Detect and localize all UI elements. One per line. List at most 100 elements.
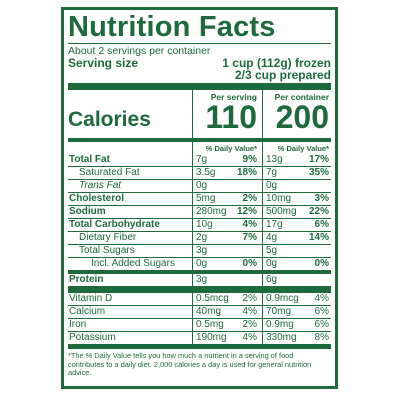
nutrient-name: Trans Fat: [79, 180, 122, 191]
footnote-divider: [68, 345, 331, 349]
nutrient-row: Trans Fat 0g 0g: [68, 180, 331, 192]
dv-per-serving: 2%: [242, 293, 257, 304]
nutrient-row: Incl. Added Sugars 0g 0% 0g 0%: [68, 258, 331, 270]
amount-per-serving: 0g: [196, 258, 208, 269]
nutrient-name: Calcium: [69, 306, 106, 317]
dv-per-serving: 7%: [242, 232, 257, 243]
amount-per-container: 500mg: [266, 206, 297, 217]
nutrient-row: Protein 3g 6g: [68, 274, 331, 286]
vitamin-row: Calcium 40mg 4% 70mg 6%: [68, 306, 331, 318]
amount-per-serving: 3g: [196, 245, 208, 256]
amount-per-container: 0.9mg: [266, 319, 294, 330]
dv-header-container: % Daily Value*: [277, 144, 329, 153]
dv-per-container: 4%: [314, 293, 329, 304]
dv-per-serving: 12%: [236, 206, 257, 217]
dv-per-container: 22%: [308, 206, 329, 217]
servings-per-container: About 2 servings per container: [68, 45, 211, 57]
nutrient-table: Total Fat 7g 9% 13g 17% Saturated Fat 3.5g 18% 7…: [68, 154, 331, 286]
amount-per-serving: 0.5mg: [196, 319, 224, 330]
dv-per-container: 14%: [308, 232, 329, 243]
nutrient-name: Cholesterol: [69, 193, 125, 204]
dv-per-container: 17%: [308, 154, 329, 165]
protein-divider: [68, 270, 331, 274]
amount-per-container: 0.9mcg: [266, 293, 299, 304]
amount-per-container: 4g: [266, 232, 278, 243]
nutrient-name: Saturated Fat: [79, 167, 140, 178]
vitamin-row: Iron 0.5mg 2% 0.9mg 6%: [68, 319, 331, 331]
vitamin-table: Vitamin D 0.5mcg 2% 0.9mcg 4% Calcium 40mg 4% 70…: [68, 293, 331, 345]
dv-per-serving: 18%: [236, 167, 257, 178]
nutrient-name: Dietary Fiber: [79, 232, 137, 243]
nutrient-name: Incl. Added Sugars: [91, 258, 175, 269]
amount-per-container: 7g: [266, 167, 278, 178]
dv-per-container: 35%: [308, 167, 329, 178]
vitamin-row: Vitamin D 0.5mcg 2% 0.9mcg 4%: [68, 293, 331, 305]
dv-per-serving: 0%: [242, 258, 257, 269]
per-container-header: Per container: [274, 92, 329, 102]
nutrient-row: Cholesterol 5mg 2% 10mg 3%: [68, 193, 331, 205]
serving-size-label: Serving size: [68, 56, 139, 70]
amount-per-serving: 3.5g: [196, 167, 216, 178]
dv-per-container: 8%: [314, 332, 329, 343]
amount-per-serving: 190mg: [196, 332, 227, 343]
panel-title: Nutrition Facts: [68, 11, 276, 43]
amount-per-container: 10mg: [266, 193, 292, 204]
amount-per-container: 6g: [266, 274, 278, 285]
dv-per-container: 6%: [314, 219, 329, 230]
amount-per-serving: 3g: [196, 274, 208, 285]
amount-per-serving: 0.5mcg: [196, 293, 229, 304]
amount-per-serving: 2g: [196, 232, 208, 243]
nutrient-name: Sodium: [69, 206, 106, 217]
amount-per-container: 330mg: [266, 332, 297, 343]
nutrient-name: Vitamin D: [69, 293, 113, 304]
serving-size-row: Serving size 1 cup (112g) frozen 2/3 cup…: [68, 57, 331, 81]
nutrient-name: Total Fat: [69, 154, 110, 165]
vitamin-row: Potassium 190mg 4% 330mg 8%: [68, 332, 331, 344]
nutrition-facts-panel: Nutrition Facts About 2 servings per con…: [61, 7, 338, 389]
nutrient-name: Iron: [69, 319, 87, 330]
nutrient-row: Dietary Fiber 2g 7% 4g 14%: [68, 232, 331, 244]
amount-per-serving: 40mg: [196, 306, 222, 317]
dv-per-container: 0%: [314, 258, 329, 269]
nutrient-name: Total Carbohydrate: [69, 219, 160, 230]
dv-per-serving: 4%: [242, 306, 257, 317]
nutrient-row: Total Carbohydrate 10g 4% 17g 6%: [68, 219, 331, 231]
amount-per-serving: 7g: [196, 154, 208, 165]
dv-header-serving: % Daily Value*: [205, 144, 257, 153]
nutrient-row: Total Fat 7g 9% 13g 17%: [68, 154, 331, 166]
calories-label: Calories: [68, 108, 151, 131]
thick-divider: [68, 83, 331, 90]
amount-per-serving: 280mg: [196, 206, 227, 217]
amount-per-serving: 10g: [196, 219, 213, 230]
dv-per-serving: 9%: [242, 154, 257, 165]
dv-per-serving: 2%: [242, 319, 257, 330]
amount-per-serving: 5mg: [196, 193, 216, 204]
medium-divider: [68, 138, 331, 142]
nutrient-row: Saturated Fat 3.5g 18% 7g 35%: [68, 167, 331, 179]
dv-per-serving: 4%: [242, 219, 257, 230]
dv-per-serving: 2%: [242, 193, 257, 204]
amount-per-serving: 0g: [196, 180, 208, 191]
amount-per-container: 17g: [266, 219, 283, 230]
footnote: *The % Daily Value tells you how much a …: [68, 351, 312, 378]
calories-section: Calories Per serving Per container 110 2…: [68, 90, 331, 138]
nutrient-row: Total Sugars 3g 5g: [68, 245, 331, 257]
amount-per-container: 0g: [266, 258, 278, 269]
per-serving-header: Per serving: [210, 92, 257, 102]
dv-per-container: 6%: [314, 319, 329, 330]
serving-size-line1: 1 cup (112g) frozen: [222, 56, 331, 70]
dv-per-serving: 4%: [242, 332, 257, 343]
amount-per-container: 13g: [266, 154, 283, 165]
amount-per-container: 0g: [266, 180, 278, 191]
dv-per-container: 3%: [314, 193, 329, 204]
nutrient-name: Total Sugars: [79, 245, 135, 256]
calories-per-serving: 110: [205, 99, 257, 135]
calories-per-container: 200: [275, 99, 329, 135]
amount-per-container: 70mg: [266, 306, 292, 317]
nutrient-name: Potassium: [69, 332, 116, 343]
nutrient-row: Sodium 280mg 12% 500mg 22%: [68, 206, 331, 218]
dv-per-container: 6%: [314, 306, 329, 317]
nutrient-name: Protein: [69, 274, 104, 285]
thick-divider-vitamins: [68, 286, 331, 293]
serving-size-line2: 2/3 cup prepared: [234, 68, 331, 82]
